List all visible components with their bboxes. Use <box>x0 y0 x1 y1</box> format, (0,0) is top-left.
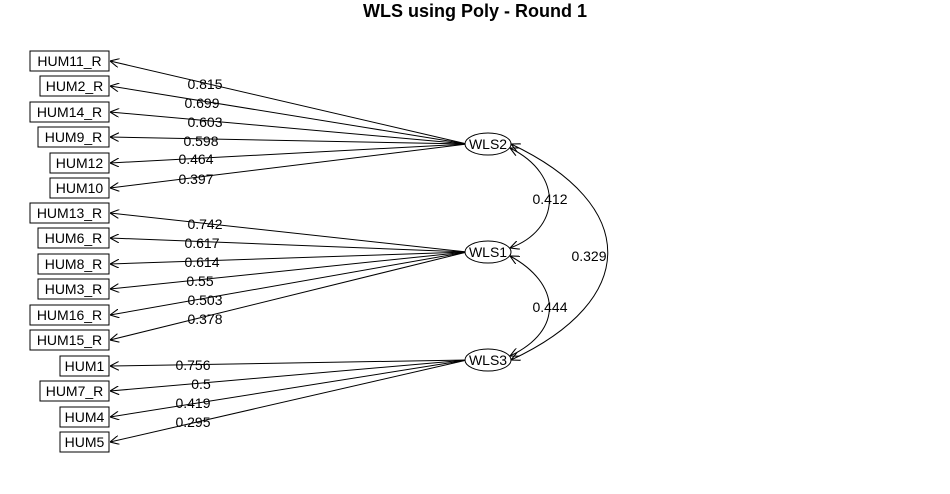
item-box <box>49 152 110 174</box>
item-node-hum10: HUM10 <box>49 177 110 199</box>
loading-edge-hum7-r <box>110 359 468 391</box>
item-box <box>29 202 110 224</box>
item-node-hum9-r: HUM9_R <box>37 126 110 148</box>
item-label: HUM14_R <box>37 104 102 120</box>
item-label: HUM1 <box>65 358 105 374</box>
loading-value-hum11-r: 0.815 <box>187 76 222 92</box>
loading-value-hum14-r: 0.603 <box>187 114 222 130</box>
item-box <box>29 50 110 72</box>
loading-edge-hum9-r <box>110 137 468 145</box>
factor-ellipse <box>464 240 512 264</box>
loading-edge-hum14-r <box>110 112 468 145</box>
item-box <box>59 406 110 428</box>
item-node-hum8-r: HUM8_R <box>37 253 110 275</box>
loading-value-hum12: 0.464 <box>178 151 213 167</box>
correlation-value-wls1-wls3: 0.444 <box>532 299 567 315</box>
correlation-edge-wls1-wls3 <box>510 256 550 356</box>
item-label: HUM13_R <box>37 205 102 221</box>
item-box <box>49 177 110 199</box>
item-node-hum16-r: HUM16_R <box>29 304 110 326</box>
item-box <box>39 75 110 97</box>
factor-label: WLS3 <box>469 352 507 368</box>
item-box <box>37 278 110 300</box>
item-label: HUM4 <box>65 409 105 425</box>
loading-value-hum4: 0.419 <box>175 395 210 411</box>
item-node-hum2-r: HUM2_R <box>39 75 110 97</box>
loading-value-hum1: 0.756 <box>175 357 210 373</box>
loading-edge-hum4 <box>110 359 468 417</box>
item-node-hum14-r: HUM14_R <box>29 101 110 123</box>
correlation-edge-wls2-wls3 <box>511 144 609 360</box>
loading-edge-hum6-r <box>110 238 468 253</box>
factor-label: WLS2 <box>469 136 507 152</box>
item-node-hum1: HUM1 <box>59 355 110 377</box>
item-node-hum3-r: HUM3_R <box>37 278 110 300</box>
item-label: HUM2_R <box>46 78 104 94</box>
factor-node-wls2: WLS2 <box>464 132 512 156</box>
loading-edge-hum3-r <box>110 251 468 289</box>
loading-edge-hum13-r <box>110 213 468 253</box>
loading-value-hum5: 0.295 <box>175 414 210 430</box>
item-node-hum7-r: HUM7_R <box>39 380 110 402</box>
loading-edge-hum11-r <box>110 61 468 145</box>
factor-ellipse <box>464 132 512 156</box>
item-node-hum6-r: HUM6_R <box>37 227 110 249</box>
loading-edge-hum15-r <box>110 251 468 340</box>
item-box <box>29 101 110 123</box>
loading-edge-hum16-r <box>110 251 468 315</box>
loading-edge-hum2-r <box>110 86 468 145</box>
item-box <box>37 253 110 275</box>
item-node-hum12: HUM12 <box>49 152 110 174</box>
item-label: HUM6_R <box>45 230 103 246</box>
item-box <box>39 380 110 402</box>
correlation-edge-wls2-wls1 <box>510 148 550 248</box>
item-label: HUM8_R <box>45 256 103 272</box>
factor-ellipse <box>464 348 512 372</box>
diagram-title: WLS using Poly - Round 1 <box>363 1 587 21</box>
loading-edge-hum12 <box>110 143 468 163</box>
loading-value-hum9-r: 0.598 <box>183 133 218 149</box>
loading-edge-hum10 <box>110 143 468 188</box>
loading-edge-hum5 <box>110 359 468 442</box>
item-node-hum15-r: HUM15_R <box>29 329 110 351</box>
loading-value-hum2-r: 0.699 <box>184 95 219 111</box>
item-label: HUM7_R <box>46 383 104 399</box>
loading-value-hum13-r: 0.742 <box>187 216 222 232</box>
loading-value-hum10: 0.397 <box>178 171 213 187</box>
item-box <box>59 355 110 377</box>
factor-node-wls1: WLS1 <box>464 240 512 264</box>
item-label: HUM3_R <box>45 281 103 297</box>
item-box <box>37 227 110 249</box>
loading-value-hum15-r: 0.378 <box>187 311 222 327</box>
item-label: HUM15_R <box>37 332 102 348</box>
correlation-value-wls2-wls3: 0.329 <box>571 248 606 264</box>
item-label: HUM16_R <box>37 307 102 323</box>
loading-edge-hum8-r <box>110 251 468 264</box>
loading-value-hum3-r: 0.55 <box>186 273 213 289</box>
item-label: HUM10 <box>56 180 104 196</box>
item-node-hum11-r: HUM11_R <box>29 50 110 72</box>
factor-label: WLS1 <box>469 244 507 260</box>
item-node-hum5: HUM5 <box>59 431 110 453</box>
item-label: HUM9_R <box>45 129 103 145</box>
item-node-hum13-r: HUM13_R <box>29 202 110 224</box>
item-label: HUM5 <box>65 434 105 450</box>
loading-value-hum6-r: 0.617 <box>184 235 219 251</box>
item-label: HUM12 <box>56 155 104 171</box>
loading-edge-hum1 <box>110 359 468 366</box>
loading-value-hum8-r: 0.614 <box>184 254 219 270</box>
item-box <box>37 126 110 148</box>
loading-value-hum7-r: 0.5 <box>191 376 211 392</box>
item-node-hum4: HUM4 <box>59 406 110 428</box>
item-label: HUM11_R <box>37 53 101 69</box>
loading-value-hum16-r: 0.503 <box>187 292 222 308</box>
item-box <box>59 431 110 453</box>
factor-node-wls3: WLS3 <box>464 348 512 372</box>
item-box <box>29 329 110 351</box>
item-box <box>29 304 110 326</box>
correlation-value-wls2-wls1: 0.412 <box>532 191 567 207</box>
